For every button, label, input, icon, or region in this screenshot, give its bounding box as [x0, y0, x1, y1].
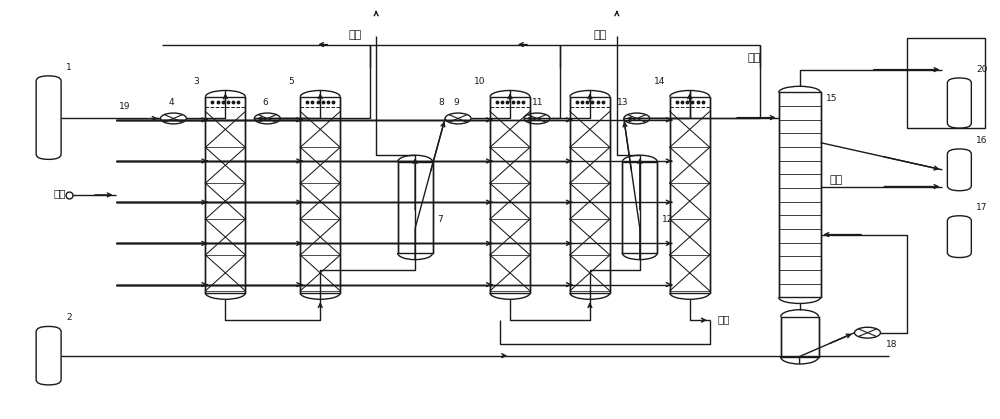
Text: 17: 17 — [976, 203, 988, 212]
Text: 5: 5 — [288, 77, 294, 86]
Text: 16: 16 — [976, 136, 988, 145]
Bar — [300, 97, 340, 293]
Text: 12: 12 — [662, 215, 674, 224]
Text: 9: 9 — [453, 98, 459, 107]
Text: 19: 19 — [119, 102, 130, 111]
Text: 氢气: 氢气 — [54, 188, 66, 198]
Text: 尾油: 尾油 — [718, 314, 730, 324]
Text: 20: 20 — [976, 65, 988, 74]
Text: 18: 18 — [885, 340, 897, 349]
FancyBboxPatch shape — [947, 149, 971, 191]
Text: 15: 15 — [826, 94, 837, 103]
Text: 3: 3 — [193, 77, 199, 86]
Text: 2: 2 — [66, 313, 72, 322]
Bar — [205, 97, 245, 293]
Text: 7: 7 — [438, 215, 443, 224]
Bar — [779, 93, 821, 297]
Bar — [570, 97, 610, 293]
Bar — [622, 162, 657, 253]
Bar — [398, 162, 433, 253]
FancyBboxPatch shape — [947, 78, 971, 128]
Text: 8: 8 — [438, 98, 444, 107]
Text: 污水: 污水 — [349, 30, 362, 40]
Text: 柴油: 柴油 — [830, 175, 843, 185]
Bar — [670, 97, 710, 293]
Text: 10: 10 — [474, 77, 486, 86]
FancyBboxPatch shape — [36, 76, 61, 159]
Text: 14: 14 — [654, 77, 665, 86]
Text: 1: 1 — [66, 63, 72, 72]
Bar — [907, 38, 985, 128]
FancyBboxPatch shape — [947, 216, 971, 258]
Bar — [781, 317, 819, 357]
Text: 汽油: 汽油 — [748, 53, 761, 63]
Bar — [490, 97, 530, 293]
Text: 6: 6 — [262, 98, 268, 107]
Text: 13: 13 — [617, 98, 628, 107]
FancyBboxPatch shape — [36, 326, 61, 385]
Text: 11: 11 — [532, 98, 543, 107]
Text: 污水: 污水 — [593, 30, 606, 40]
Text: 4: 4 — [168, 98, 174, 107]
